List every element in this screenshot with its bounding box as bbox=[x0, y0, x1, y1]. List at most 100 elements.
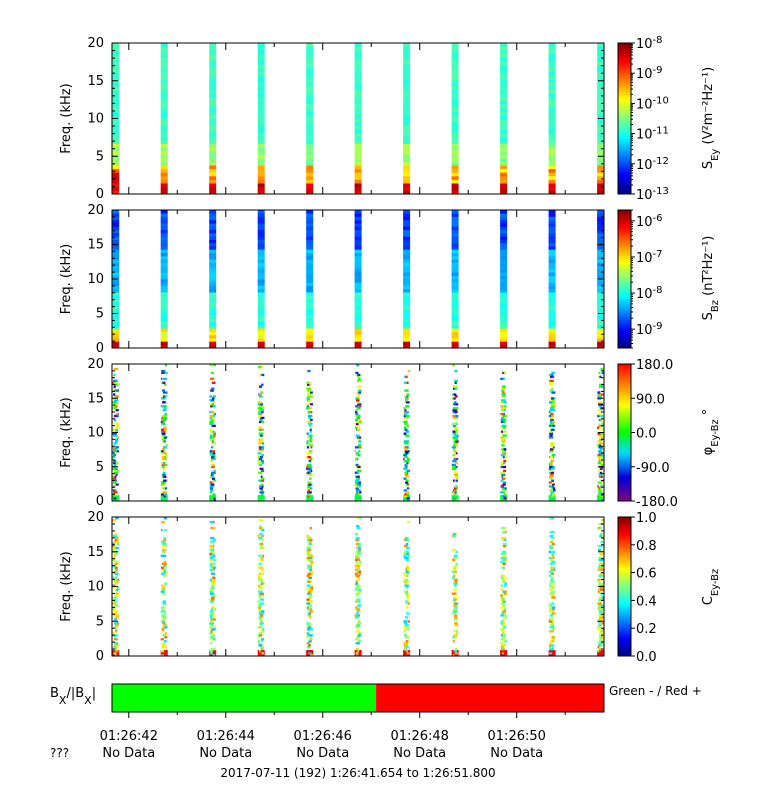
spectrogram-cell bbox=[454, 610, 458, 613]
spectrogram-cell bbox=[500, 275, 508, 280]
spectrogram-cell bbox=[309, 457, 313, 461]
spectrogram-cell bbox=[598, 403, 601, 406]
spectrogram-cell bbox=[306, 82, 314, 87]
spectrogram-cell bbox=[598, 457, 602, 461]
spectrogram-cell bbox=[597, 485, 599, 488]
spectrogram-cell bbox=[161, 456, 165, 459]
spectrogram-cell bbox=[598, 558, 604, 561]
spectrogram-cell bbox=[112, 308, 120, 313]
spectrogram-cell bbox=[503, 608, 507, 611]
spectrogram-cell bbox=[354, 89, 362, 94]
spectrogram-cell bbox=[549, 517, 555, 520]
spectrogram-cell bbox=[500, 622, 503, 625]
spectrogram-cell bbox=[600, 407, 604, 410]
spectrogram-cell bbox=[258, 405, 261, 408]
spectrogram-cell bbox=[452, 532, 457, 536]
spectrogram-cell bbox=[257, 328, 265, 332]
spectrogram-cell bbox=[500, 249, 508, 253]
spectrogram-cell bbox=[548, 298, 556, 303]
spectrogram-cell bbox=[357, 401, 361, 404]
spectrogram-cell bbox=[453, 616, 458, 619]
spectrogram-cell bbox=[354, 272, 362, 276]
spectrogram-cell bbox=[354, 172, 362, 177]
spectrogram-cell bbox=[261, 477, 265, 480]
spectrogram-cell bbox=[403, 129, 411, 134]
spectrogram-cell bbox=[161, 422, 165, 425]
colorbar-swatch bbox=[618, 480, 631, 484]
spectrogram-cell bbox=[403, 325, 411, 329]
spectrogram-cell bbox=[599, 560, 602, 563]
spectrogram-cell bbox=[112, 259, 120, 263]
spectrogram-cell bbox=[548, 311, 556, 316]
spectrogram-cell bbox=[112, 100, 120, 105]
spectrogram-cell bbox=[115, 562, 118, 565]
spectrogram-cell bbox=[500, 256, 508, 260]
colorbar-swatch bbox=[618, 186, 631, 190]
spectrogram-cell bbox=[160, 259, 168, 263]
spectrogram-cell bbox=[597, 318, 605, 322]
spectrogram-cell bbox=[500, 471, 505, 474]
colorbar-swatch bbox=[618, 586, 631, 590]
spectrogram-cell bbox=[553, 568, 556, 571]
spectrogram-cell bbox=[259, 467, 264, 470]
spectrogram-cell bbox=[500, 89, 508, 94]
spectrogram-cell bbox=[112, 612, 117, 615]
spectrogram-cell bbox=[407, 536, 410, 540]
spectrogram-cell bbox=[598, 602, 603, 605]
spectrogram-cell bbox=[404, 446, 409, 449]
spectrogram-cell bbox=[405, 586, 409, 589]
spectrogram-cell bbox=[262, 554, 265, 557]
spectrogram-cell bbox=[356, 576, 359, 579]
spectrogram-cell bbox=[160, 239, 168, 244]
spectrogram-cell bbox=[599, 640, 603, 643]
spectrogram-cell bbox=[160, 158, 168, 162]
spectrogram-cell bbox=[598, 446, 603, 449]
spectrogram-cell bbox=[550, 586, 554, 589]
spectrogram-cell bbox=[403, 262, 411, 267]
spectrogram-cell bbox=[551, 444, 555, 447]
spectrogram-cell bbox=[597, 440, 602, 443]
spectrogram-cell bbox=[354, 532, 359, 536]
spectrogram-cell bbox=[597, 646, 602, 649]
spectrogram-cell bbox=[354, 457, 358, 461]
spectrogram-cell bbox=[355, 574, 360, 577]
spectrogram-cell bbox=[354, 226, 362, 230]
spectrogram-cell bbox=[258, 596, 262, 599]
spectrogram-cell bbox=[160, 223, 168, 227]
spectrogram-cell bbox=[306, 216, 314, 221]
colorbar-swatch bbox=[618, 517, 631, 520]
spectrogram-cell bbox=[117, 469, 119, 472]
spectrogram-cell bbox=[597, 321, 605, 326]
colorbar-swatch bbox=[618, 584, 631, 587]
spectrogram-cell bbox=[356, 399, 359, 402]
spectrogram-cell bbox=[405, 626, 408, 629]
spectrogram-cell bbox=[209, 568, 213, 571]
spectrogram-cell bbox=[162, 634, 165, 637]
spectrogram-cell bbox=[357, 485, 361, 488]
spectrogram-cell bbox=[549, 614, 553, 617]
spectrogram-cell bbox=[160, 118, 168, 123]
spectrogram-cell bbox=[404, 397, 409, 400]
spectrogram-cell bbox=[451, 262, 459, 267]
spectrogram-cell bbox=[214, 432, 217, 435]
spectrogram-cell bbox=[112, 485, 116, 488]
spectrogram-cell bbox=[552, 467, 555, 470]
spectrogram-cell bbox=[112, 325, 120, 329]
spectrogram-cell bbox=[160, 168, 168, 173]
spectrogram-cell bbox=[548, 53, 556, 58]
spectrogram-cell bbox=[601, 628, 605, 631]
spectrogram-cell bbox=[548, 46, 556, 51]
spectrogram-cell bbox=[306, 600, 311, 603]
spectrogram-cell bbox=[451, 46, 459, 51]
colorbar-swatch bbox=[618, 437, 631, 440]
spectrogram-cell bbox=[354, 338, 362, 342]
spectrogram-cell bbox=[257, 75, 265, 80]
spectrogram-cell bbox=[354, 495, 362, 498]
spectrogram-cell bbox=[501, 487, 506, 490]
spectrogram-cell bbox=[307, 389, 311, 392]
spectrogram-cell bbox=[213, 626, 217, 629]
spectrogram-cell bbox=[355, 420, 359, 424]
spectrogram-cell bbox=[260, 438, 263, 441]
spectrogram-cell bbox=[357, 650, 360, 653]
spectrogram-cell bbox=[162, 618, 167, 621]
